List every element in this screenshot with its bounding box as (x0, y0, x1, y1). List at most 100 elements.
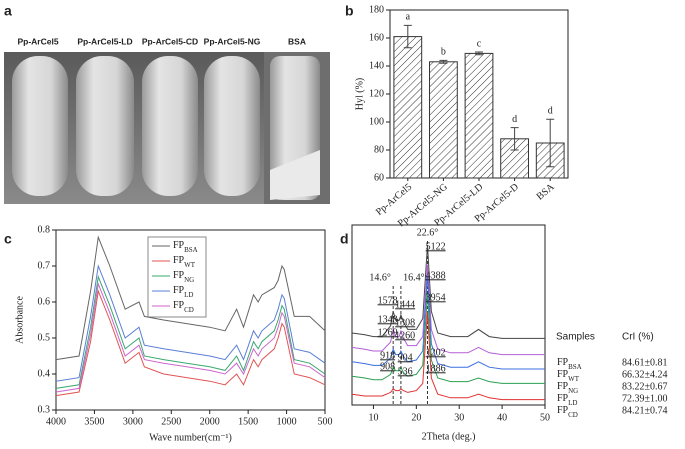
x-tick-label: 20 (411, 412, 421, 423)
error-bar (475, 51, 483, 56)
peak-intensity-label: 1308 (395, 317, 415, 328)
y-axis-label: Hyl (%) (354, 78, 365, 111)
series-name: FP (173, 285, 185, 296)
cri-value: 83.22±0.67 (622, 381, 668, 392)
series-subscript: NG (568, 387, 578, 395)
photo (4, 52, 330, 204)
y-tick-label: 0.6 (38, 296, 51, 307)
cri-value: 66.32±4.24 (622, 369, 668, 380)
series-label: FPLD (557, 393, 577, 406)
series-name: FP (173, 300, 185, 311)
series-label: FPLD (173, 285, 193, 298)
table-header: CrI (%) (622, 332, 654, 343)
x-axis-label: 2Theta (deg.) (422, 431, 476, 442)
x-tick-label: 10 (368, 412, 378, 423)
bar (464, 52, 494, 179)
panel-label: c (4, 231, 12, 247)
series-name: FP (557, 357, 569, 368)
series-name: FP (173, 270, 185, 281)
y-tick-label: 180 (369, 4, 384, 15)
significance-letter: c (477, 38, 482, 49)
x-axis-label: Wave number(cm⁻¹) (149, 432, 232, 443)
x-tick-label: 1500 (238, 416, 258, 427)
photo-label: Pp-ArCel5-LD (77, 36, 132, 46)
error-bar (510, 127, 519, 151)
peak-intensity-label: 1348 (378, 314, 398, 325)
bar (429, 61, 458, 179)
series-label: FPCD (557, 405, 578, 418)
xrd-line (351, 311, 545, 401)
peak-intensity-label: 1578 (378, 295, 398, 306)
series-name: FP (557, 381, 569, 392)
y-tick-label: 0.8 (38, 224, 51, 235)
y-tick-label: 160 (369, 32, 384, 43)
series-name: FP (173, 240, 185, 251)
panel-label: b (345, 3, 354, 19)
series-subscript: CD (184, 306, 194, 314)
legend-frame (147, 236, 207, 318)
plot-frame (351, 224, 546, 406)
series-subscript: CD (568, 411, 578, 419)
plot-frame (55, 229, 326, 411)
y-tick-label: 0.5 (38, 332, 51, 343)
xrd-line (351, 264, 545, 356)
y-tick-label: 140 (369, 60, 384, 71)
x-tick-label: 1000 (277, 416, 297, 427)
y-tick-label: 60 (374, 172, 384, 183)
x-tick-label: 3500 (84, 416, 104, 427)
y-tick-label: 0.7 (38, 260, 51, 271)
peak-intensity-label: 1886 (426, 363, 446, 374)
bar (393, 36, 423, 179)
error-bar (439, 59, 448, 64)
panel-label: d (340, 231, 349, 247)
significance-letter: d (512, 114, 517, 125)
x-tick-label: 500 (318, 416, 333, 427)
peak-line-label: 16.4° (403, 272, 425, 283)
cri-value: 84.21±0.74 (622, 405, 668, 416)
series-subscript: BSA (184, 246, 198, 254)
series-subscript: WT (184, 261, 196, 269)
photo-label: Pp-ArCel5-CD (142, 36, 198, 46)
y-tick-label: 0.4 (38, 368, 51, 379)
peak-intensity-label: 904 (398, 352, 413, 363)
spectrum-line (55, 289, 326, 397)
x-tick-label: 2500 (161, 416, 181, 427)
x-tick-label: BSA (535, 181, 558, 202)
peak-intensity-label: 4388 (426, 270, 446, 281)
series-label: FPBSA (557, 357, 582, 370)
y-tick-label: 100 (369, 116, 384, 127)
peak-intensity-label: 3954 (426, 292, 446, 303)
x-tick-label: 3000 (123, 416, 143, 427)
xrd-line (351, 275, 545, 370)
y-tick-label: 80 (374, 144, 384, 155)
significance-letter: a (406, 12, 411, 23)
significance-letter: d (548, 105, 553, 116)
spectrum-line (55, 264, 326, 382)
spectrum-line (55, 282, 326, 393)
series-name: FP (173, 255, 185, 266)
panel-label: a (4, 3, 12, 19)
series-subscript: WT (568, 375, 580, 383)
error-bar (546, 118, 555, 168)
y-axis-label: Absorbance (14, 296, 25, 344)
peak-intensity-label: 536 (398, 366, 413, 377)
series-label: FPNG (557, 381, 578, 394)
cri-value: 84.61±0.81 (622, 357, 668, 368)
photo-label: Pp-ArCel5 (17, 36, 58, 46)
series-subscript: BSA (568, 363, 582, 371)
series-name: FP (557, 393, 569, 404)
significance-letter: b (441, 47, 446, 58)
photo-label: Pp-ArCel5-NG (204, 36, 261, 46)
x-tick-label: 30 (454, 412, 464, 423)
y-tick-label: 120 (369, 88, 384, 99)
peak-line-label: 22.6° (417, 227, 439, 238)
peak-intensity-label: 5122 (426, 241, 446, 252)
peak-intensity-label: 908 (380, 361, 395, 372)
series-label: FPBSA (173, 240, 198, 253)
x-tick-label: 50 (540, 412, 550, 423)
spectrum-line (55, 274, 326, 389)
error-bar (403, 24, 412, 49)
peak-intensity-label: 918 (380, 350, 395, 361)
xrd-line (351, 293, 545, 384)
